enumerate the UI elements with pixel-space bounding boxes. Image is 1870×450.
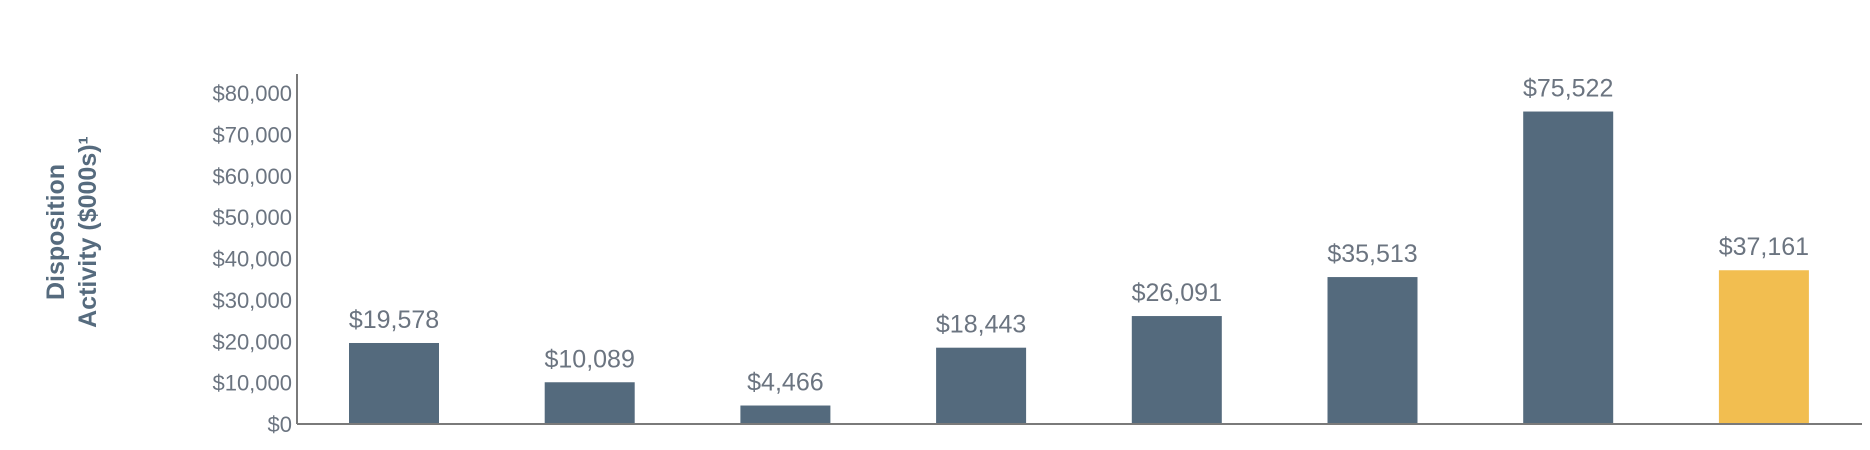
y-tick-label: $70,000	[212, 122, 292, 147]
y-tick-label: $50,000	[212, 205, 292, 230]
bar-data-label: $35,513	[1327, 240, 1417, 268]
y-tick-label: $40,000	[212, 247, 292, 272]
bar-data-label: $37,161	[1719, 233, 1809, 261]
y-axis-title: Disposition Activity ($000s)¹	[42, 136, 102, 328]
bar	[936, 347, 1027, 424]
y-axis-title-line-2: Activity ($000s)¹	[74, 136, 102, 328]
bar	[740, 405, 831, 424]
bar-data-label: $26,091	[1132, 279, 1222, 307]
bar	[1131, 316, 1222, 424]
y-axis-title-line-1: Disposition	[42, 164, 70, 300]
bar-data-label: $18,443	[936, 311, 1026, 339]
y-tick-label: $60,000	[212, 164, 292, 189]
bar-data-label: $4,466	[747, 369, 823, 397]
y-tick-label: $80,000	[212, 81, 292, 106]
bar-data-label: $10,089	[545, 345, 635, 373]
bar	[1523, 111, 1614, 425]
y-tick-label: $20,000	[212, 329, 292, 354]
bar	[1718, 270, 1809, 424]
y-tick-label: $10,000	[212, 371, 292, 396]
y-tick-label: $30,000	[212, 288, 292, 313]
y-tick-label: $0	[268, 412, 292, 437]
bar-data-labels: $19,578 $10,089 $4,466 $18,443 $26,091 $35,51…	[349, 75, 1809, 397]
bars	[349, 111, 1809, 425]
y-axis-ticks: $0 $10,000 $20,000 $30,000 $40,000 $50,000 $60…	[212, 81, 292, 437]
bar	[544, 382, 635, 424]
bar-data-label: $75,522	[1523, 75, 1613, 103]
bar	[1327, 277, 1418, 424]
bar	[349, 342, 439, 424]
bar-data-label: $19,578	[349, 306, 439, 334]
